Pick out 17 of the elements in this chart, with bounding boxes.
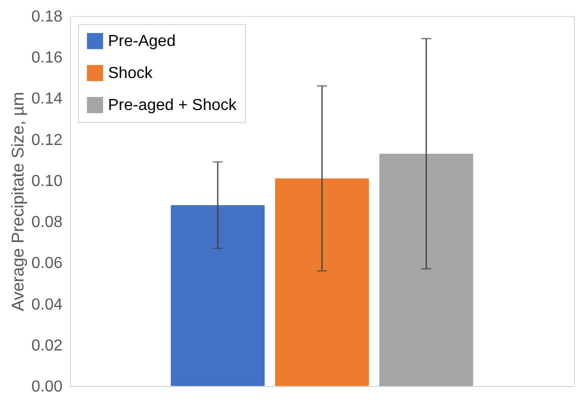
y-tick-label: 0.12 — [31, 132, 63, 149]
legend-label: Pre-Aged — [108, 33, 176, 50]
y-tick-label: 0.10 — [31, 172, 63, 190]
bar — [170, 205, 265, 386]
y-tick-label: 0.16 — [31, 50, 63, 67]
y-tick-label: 0.02 — [31, 337, 63, 354]
legend-label: Shock — [108, 65, 154, 82]
bar — [275, 178, 369, 386]
y-tick-label: 0.06 — [31, 255, 63, 272]
y-tick-label: 0.08 — [31, 214, 63, 232]
y-tick-label: 0.18 — [31, 8, 63, 26]
y-axis-title: Average Precipitate Size, µm — [8, 92, 28, 312]
y-tick-label: 0.14 — [31, 90, 63, 108]
bar — [379, 154, 474, 386]
y-tick-label: 0.04 — [31, 296, 63, 314]
y-tick-label: 0.00 — [31, 378, 63, 396]
legend-label: Pre-aged + Shock — [108, 97, 238, 114]
